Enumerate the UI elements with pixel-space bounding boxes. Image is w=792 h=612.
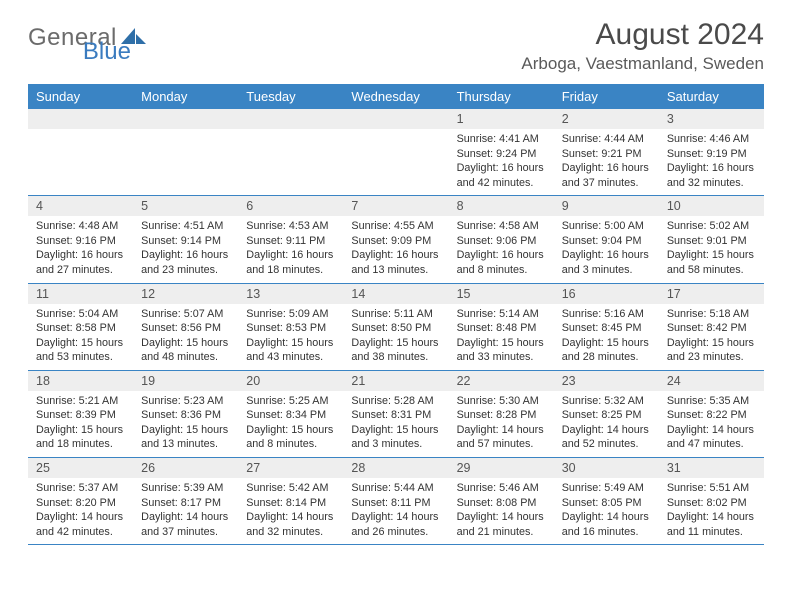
day-number-cell: 16: [554, 283, 659, 304]
day-number-cell: 30: [554, 458, 659, 479]
day-detail-cell: Sunrise: 5:46 AMSunset: 8:08 PMDaylight:…: [449, 478, 554, 545]
weekday-header: Sunday: [28, 84, 133, 109]
day-number-cell: 27: [238, 458, 343, 479]
day-number-cell: [28, 109, 133, 129]
day-number-cell: 2: [554, 109, 659, 129]
logo-text-blue: Blue: [83, 38, 131, 65]
calendar-table: SundayMondayTuesdayWednesdayThursdayFrid…: [28, 84, 764, 545]
day-number-cell: 15: [449, 283, 554, 304]
day-number-row: 123: [28, 109, 764, 129]
day-detail-row: Sunrise: 5:37 AMSunset: 8:20 PMDaylight:…: [28, 478, 764, 545]
weekday-header: Friday: [554, 84, 659, 109]
weekday-header: Saturday: [659, 84, 764, 109]
day-detail-cell: Sunrise: 5:18 AMSunset: 8:42 PMDaylight:…: [659, 304, 764, 371]
day-number-cell: 21: [343, 370, 448, 391]
day-detail-cell: Sunrise: 5:02 AMSunset: 9:01 PMDaylight:…: [659, 216, 764, 283]
logo: General Blue: [28, 18, 197, 52]
day-detail-cell: Sunrise: 5:21 AMSunset: 8:39 PMDaylight:…: [28, 391, 133, 458]
title-block: August 2024 Arboga, Vaestmanland, Sweden: [521, 18, 764, 74]
day-number-row: 25262728293031: [28, 458, 764, 479]
day-detail-row: Sunrise: 5:21 AMSunset: 8:39 PMDaylight:…: [28, 391, 764, 458]
day-detail-cell: Sunrise: 5:49 AMSunset: 8:05 PMDaylight:…: [554, 478, 659, 545]
month-title: August 2024: [521, 18, 764, 52]
day-number-cell: 29: [449, 458, 554, 479]
weekday-header-row: SundayMondayTuesdayWednesdayThursdayFrid…: [28, 84, 764, 109]
day-number-cell: 1: [449, 109, 554, 129]
day-detail-cell: Sunrise: 5:32 AMSunset: 8:25 PMDaylight:…: [554, 391, 659, 458]
header: General Blue August 2024 Arboga, Vaestma…: [28, 18, 764, 74]
day-number-cell: 23: [554, 370, 659, 391]
day-number-cell: 31: [659, 458, 764, 479]
day-number-cell: 10: [659, 196, 764, 217]
day-number-cell: 28: [343, 458, 448, 479]
day-number-cell: 14: [343, 283, 448, 304]
weekday-header: Wednesday: [343, 84, 448, 109]
day-number-cell: 13: [238, 283, 343, 304]
day-number-cell: [238, 109, 343, 129]
day-number-cell: 22: [449, 370, 554, 391]
day-detail-cell: Sunrise: 5:35 AMSunset: 8:22 PMDaylight:…: [659, 391, 764, 458]
day-number-cell: 4: [28, 196, 133, 217]
day-number-cell: 26: [133, 458, 238, 479]
day-detail-cell: Sunrise: 5:16 AMSunset: 8:45 PMDaylight:…: [554, 304, 659, 371]
day-detail-cell: Sunrise: 5:23 AMSunset: 8:36 PMDaylight:…: [133, 391, 238, 458]
day-detail-cell: [238, 129, 343, 196]
day-detail-cell: Sunrise: 5:00 AMSunset: 9:04 PMDaylight:…: [554, 216, 659, 283]
day-detail-cell: Sunrise: 5:51 AMSunset: 8:02 PMDaylight:…: [659, 478, 764, 545]
day-number-cell: 17: [659, 283, 764, 304]
day-detail-cell: Sunrise: 5:09 AMSunset: 8:53 PMDaylight:…: [238, 304, 343, 371]
day-number-cell: 19: [133, 370, 238, 391]
day-number-cell: 9: [554, 196, 659, 217]
day-number-cell: 12: [133, 283, 238, 304]
day-number-row: 11121314151617: [28, 283, 764, 304]
day-number-cell: 3: [659, 109, 764, 129]
day-detail-cell: Sunrise: 5:28 AMSunset: 8:31 PMDaylight:…: [343, 391, 448, 458]
day-detail-cell: Sunrise: 4:44 AMSunset: 9:21 PMDaylight:…: [554, 129, 659, 196]
day-detail-cell: Sunrise: 5:14 AMSunset: 8:48 PMDaylight:…: [449, 304, 554, 371]
location: Arboga, Vaestmanland, Sweden: [521, 54, 764, 74]
day-detail-cell: Sunrise: 4:58 AMSunset: 9:06 PMDaylight:…: [449, 216, 554, 283]
day-detail-row: Sunrise: 4:48 AMSunset: 9:16 PMDaylight:…: [28, 216, 764, 283]
day-detail-cell: Sunrise: 4:51 AMSunset: 9:14 PMDaylight:…: [133, 216, 238, 283]
day-number-cell: [343, 109, 448, 129]
day-number-cell: 18: [28, 370, 133, 391]
day-detail-cell: [28, 129, 133, 196]
day-detail-cell: Sunrise: 5:04 AMSunset: 8:58 PMDaylight:…: [28, 304, 133, 371]
day-detail-cell: Sunrise: 5:42 AMSunset: 8:14 PMDaylight:…: [238, 478, 343, 545]
day-detail-cell: Sunrise: 5:30 AMSunset: 8:28 PMDaylight:…: [449, 391, 554, 458]
day-number-row: 18192021222324: [28, 370, 764, 391]
weekday-header: Monday: [133, 84, 238, 109]
day-detail-cell: Sunrise: 5:07 AMSunset: 8:56 PMDaylight:…: [133, 304, 238, 371]
day-number-cell: 25: [28, 458, 133, 479]
day-detail-cell: Sunrise: 4:46 AMSunset: 9:19 PMDaylight:…: [659, 129, 764, 196]
day-detail-cell: Sunrise: 4:41 AMSunset: 9:24 PMDaylight:…: [449, 129, 554, 196]
day-detail-cell: Sunrise: 4:53 AMSunset: 9:11 PMDaylight:…: [238, 216, 343, 283]
day-detail-cell: Sunrise: 5:25 AMSunset: 8:34 PMDaylight:…: [238, 391, 343, 458]
day-number-cell: 8: [449, 196, 554, 217]
day-detail-cell: Sunrise: 5:11 AMSunset: 8:50 PMDaylight:…: [343, 304, 448, 371]
day-detail-cell: Sunrise: 4:48 AMSunset: 9:16 PMDaylight:…: [28, 216, 133, 283]
day-number-row: 45678910: [28, 196, 764, 217]
day-detail-row: Sunrise: 4:41 AMSunset: 9:24 PMDaylight:…: [28, 129, 764, 196]
day-number-cell: 7: [343, 196, 448, 217]
day-detail-row: Sunrise: 5:04 AMSunset: 8:58 PMDaylight:…: [28, 304, 764, 371]
day-number-cell: 6: [238, 196, 343, 217]
day-detail-cell: Sunrise: 4:55 AMSunset: 9:09 PMDaylight:…: [343, 216, 448, 283]
day-detail-cell: Sunrise: 5:39 AMSunset: 8:17 PMDaylight:…: [133, 478, 238, 545]
day-number-cell: 24: [659, 370, 764, 391]
weekday-header: Tuesday: [238, 84, 343, 109]
day-detail-cell: [343, 129, 448, 196]
day-detail-cell: Sunrise: 5:44 AMSunset: 8:11 PMDaylight:…: [343, 478, 448, 545]
day-number-cell: 11: [28, 283, 133, 304]
day-detail-cell: Sunrise: 5:37 AMSunset: 8:20 PMDaylight:…: [28, 478, 133, 545]
day-number-cell: [133, 109, 238, 129]
weekday-header: Thursday: [449, 84, 554, 109]
day-detail-cell: [133, 129, 238, 196]
day-number-cell: 20: [238, 370, 343, 391]
day-number-cell: 5: [133, 196, 238, 217]
